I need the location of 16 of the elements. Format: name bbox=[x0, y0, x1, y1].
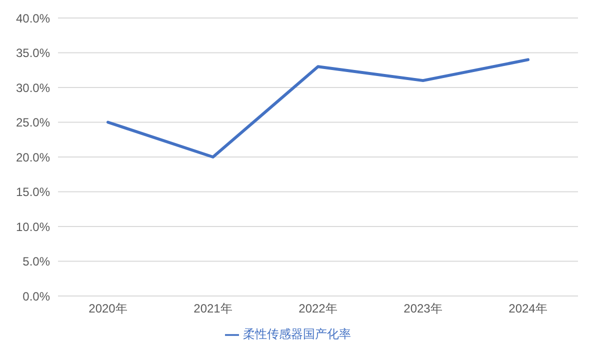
line-series bbox=[106, 58, 530, 158]
x-tick-label: 2023年 bbox=[404, 302, 442, 316]
y-tick-label: 10.0% bbox=[16, 220, 50, 234]
x-tick-label: 2024年 bbox=[508, 302, 548, 316]
y-tick-label: 5.0% bbox=[22, 254, 50, 269]
y-tick-label: 35.0% bbox=[16, 46, 50, 60]
y-tick-label: 30.0% bbox=[16, 80, 50, 95]
legend-label: 柔性传感器国产化率 bbox=[243, 327, 351, 341]
y-tick-label: 0.0% bbox=[22, 289, 50, 304]
y-tick-label: 25.0% bbox=[16, 116, 50, 130]
x-tick-label: 2021年 bbox=[194, 302, 232, 316]
y-tick-label: 20.0% bbox=[16, 150, 50, 164]
x-tick-label: 2022年 bbox=[298, 302, 338, 316]
x-tick-label: 2020年 bbox=[88, 302, 128, 316]
y-tick-label: 15.0% bbox=[16, 185, 50, 200]
y-tick-label: 40.0% bbox=[16, 11, 50, 26]
